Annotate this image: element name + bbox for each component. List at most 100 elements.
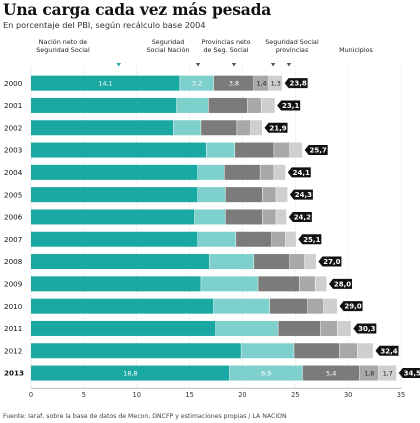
bar-segment-seg-social-nacion — [229, 365, 303, 381]
total-badge — [289, 189, 313, 200]
bar-segment-seg-social-nacion — [194, 209, 226, 225]
bar-value-label: 6,9 — [261, 369, 271, 377]
x-tick-label: 20 — [238, 391, 246, 399]
year-label: 2009 — [4, 279, 23, 288]
total-value-label: 24,2 — [294, 213, 311, 221]
bar-segment-nacion-neto — [31, 75, 180, 91]
legend-pointer-seg-social-provincias — [270, 63, 276, 67]
bar-segment-provincias-neto — [254, 254, 290, 270]
bar-segment-municipios — [276, 187, 288, 203]
bar-segment-municipios — [337, 320, 351, 336]
bar-segment-seg-social-nacion — [213, 298, 270, 314]
bar-segment-seg-social-provincias — [359, 365, 379, 381]
chart-subtitle: En porcentaje del PBI, según recálculo b… — [3, 20, 206, 30]
bar-value-label: 14,1 — [98, 79, 112, 87]
bar-segment-nacion-neto — [31, 120, 174, 136]
bar-segment-provincias-neto — [269, 298, 308, 314]
total-value-label: 25,7 — [310, 147, 327, 155]
bar-segment-municipios — [274, 164, 286, 180]
bar-value-label: 3,8 — [229, 79, 239, 87]
x-tick-label: 30 — [344, 391, 352, 399]
bar-segment-seg-social-provincias — [339, 343, 358, 359]
bar-segment-seg-social-nacion — [241, 343, 294, 359]
bar-segment-seg-social-nacion — [216, 320, 278, 336]
x-tick-label: 35 — [397, 391, 405, 399]
total-badge — [318, 256, 342, 267]
x-tick-label: 0 — [29, 391, 33, 399]
bar-value-label: 18,8 — [123, 369, 137, 377]
bar-segment-municipios — [268, 75, 283, 91]
x-tick-label: 25 — [291, 391, 299, 399]
bar-segment-provincias-neto — [225, 187, 263, 203]
legend-seg-social-provincias: Seguridad Social provincias — [265, 38, 319, 54]
total-value-label: 28,0 — [334, 280, 351, 288]
source-note: Fuente: Iaraf, sobre la base de datos de… — [3, 413, 287, 420]
total-badge — [288, 211, 312, 222]
bar-segment-provincias-neto — [208, 97, 248, 113]
bar-segment-municipios — [285, 231, 296, 247]
total-badge — [398, 368, 420, 379]
bar-segment-municipios — [323, 298, 338, 314]
legend-pointer-provincias-neto — [231, 63, 237, 67]
bar-value-label: 5,4 — [326, 369, 336, 377]
bar-segment-nacion-neto — [31, 164, 198, 180]
bar-segment-nacion-neto — [31, 365, 230, 381]
total-badge — [284, 78, 308, 89]
bar-segment-nacion-neto — [31, 142, 206, 158]
legend-municipios: Municipios — [339, 46, 373, 54]
bar-segment-provincias-neto — [235, 142, 274, 158]
bar-segment-municipios — [378, 365, 397, 381]
total-value-label: 30,3 — [358, 325, 375, 333]
bar-segment-seg-social-nacion — [198, 187, 226, 203]
year-label: 2013 — [4, 369, 24, 378]
total-badge — [287, 167, 311, 178]
bar-segment-provincias-neto — [224, 164, 260, 180]
bar-segment-nacion-neto — [31, 97, 177, 113]
bar-segment-seg-social-provincias — [274, 142, 290, 158]
bar-segment-seg-social-provincias — [290, 254, 305, 270]
bar-segment-seg-social-provincias — [299, 276, 315, 292]
bar-value-label: 1,4 — [256, 79, 266, 87]
bar-segment-municipios — [250, 120, 263, 136]
bar-segment-provincias-neto — [236, 231, 272, 247]
year-label: 2005 — [4, 190, 22, 199]
total-value-label: 23,1 — [282, 102, 299, 110]
bar-segment-municipios — [315, 276, 327, 292]
bar-segment-provincias-neto — [225, 209, 263, 225]
bar-segment-seg-social-nacion — [206, 142, 235, 158]
bar-segment-municipios — [304, 254, 316, 270]
x-tick-label: 15 — [185, 391, 193, 399]
bar-segment-nacion-neto — [31, 209, 195, 225]
total-badge — [329, 278, 352, 289]
bar-segment-seg-social-provincias — [262, 209, 276, 225]
year-label: 2000 — [4, 79, 23, 88]
bar-segment-provincias-neto — [201, 120, 237, 136]
bar-segment-municipios — [290, 142, 303, 158]
total-value-label: 25,1 — [303, 236, 320, 244]
bar-segment-seg-social-nacion — [180, 75, 214, 91]
legend-nacion-neto: Nación neto de Seguridad Social — [36, 38, 90, 54]
bar-segment-seg-social-provincias — [260, 164, 274, 180]
total-badge — [339, 301, 363, 312]
bar-segment-nacion-neto — [31, 254, 210, 270]
total-badge — [298, 234, 322, 245]
bar-segment-nacion-neto — [31, 320, 216, 336]
year-label: 2004 — [4, 168, 23, 177]
total-value-label: 34,5 — [404, 370, 420, 378]
bar-value-label: 1,8 — [364, 369, 374, 377]
bar-segment-provincias-neto — [213, 75, 254, 91]
bar-segment-provincias-neto — [302, 365, 360, 381]
year-label: 2012 — [4, 346, 22, 355]
bar-segment-seg-social-provincias — [254, 75, 269, 91]
bar-segment-seg-social-nacion — [176, 97, 209, 113]
bar-segment-municipios — [357, 343, 374, 359]
bar-segment-seg-social-provincias — [272, 231, 286, 247]
total-value-label: 23,8 — [289, 80, 306, 88]
year-label: 2001 — [4, 101, 22, 110]
total-value-label: 29,0 — [344, 303, 361, 311]
legend-pointer-municipios — [286, 63, 292, 67]
bar-segment-seg-social-provincias — [320, 320, 338, 336]
bar-segment-provincias-neto — [258, 276, 300, 292]
bar-segment-seg-social-provincias — [307, 298, 324, 314]
bar-segment-provincias-neto — [278, 320, 321, 336]
